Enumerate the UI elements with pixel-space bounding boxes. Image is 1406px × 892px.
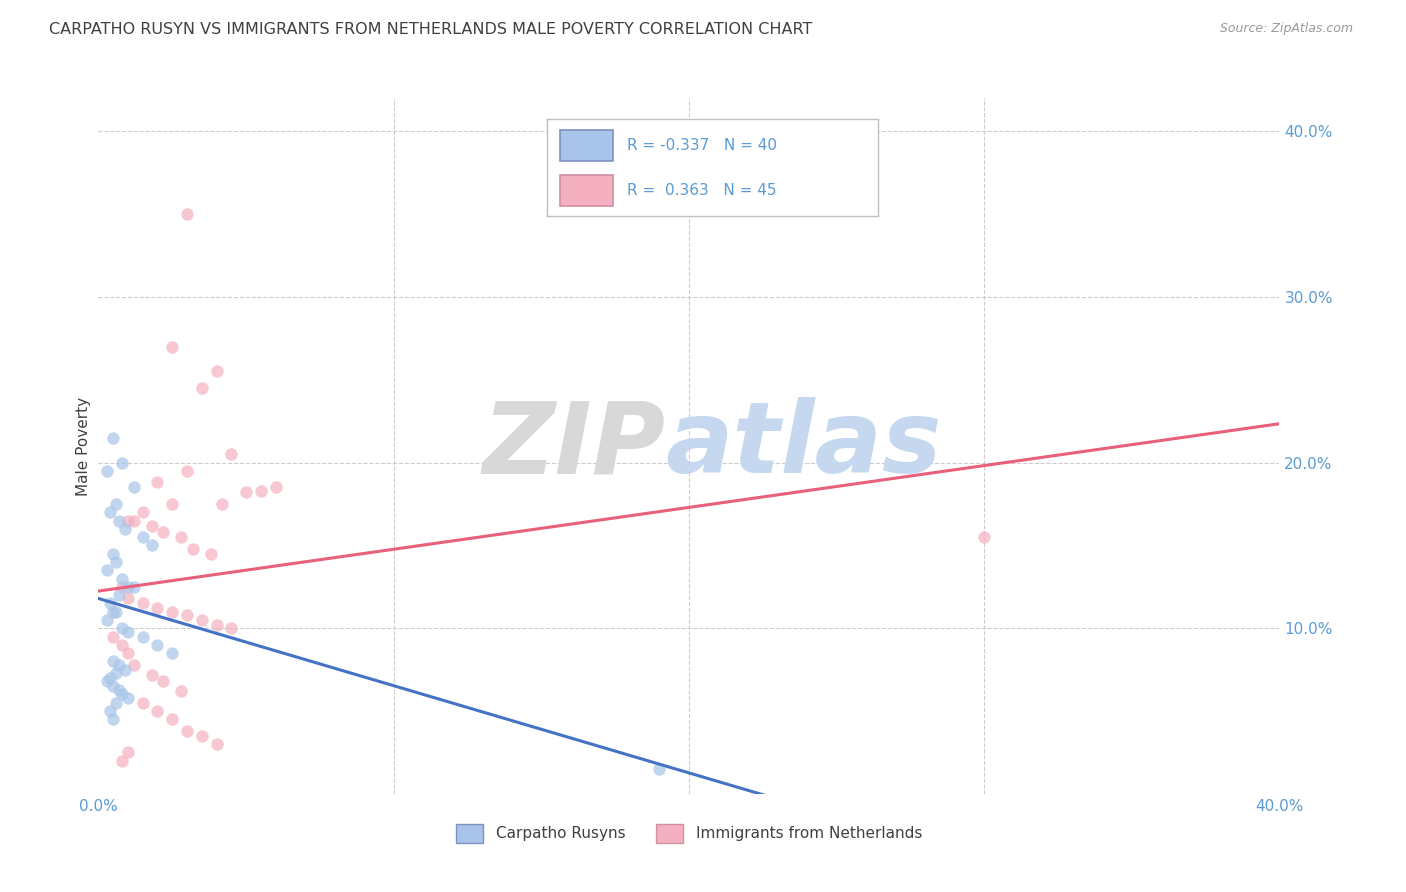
Point	[103, 431, 125, 445]
Point	[191, 381, 214, 395]
Point	[132, 596, 155, 610]
Point	[105, 665, 128, 680]
Point	[98, 671, 121, 685]
Point	[103, 547, 125, 561]
Point	[108, 682, 131, 697]
Point	[648, 762, 671, 776]
Point	[122, 580, 145, 594]
Point	[117, 591, 139, 606]
Point	[170, 530, 193, 544]
Point	[111, 456, 134, 470]
Point	[122, 657, 145, 672]
Point	[105, 605, 128, 619]
Point	[176, 464, 198, 478]
Point	[105, 555, 128, 569]
Point	[146, 638, 169, 652]
Point	[132, 630, 155, 644]
Point	[114, 522, 136, 536]
Point	[98, 704, 121, 718]
Point	[973, 530, 995, 544]
Point	[132, 696, 155, 710]
Point	[152, 674, 174, 689]
Point	[103, 654, 125, 668]
Point	[162, 646, 183, 660]
Point	[176, 207, 198, 221]
Point	[96, 613, 118, 627]
Point	[117, 514, 139, 528]
Point	[122, 514, 145, 528]
Point	[221, 447, 243, 461]
Point	[117, 624, 139, 639]
Point	[205, 364, 228, 378]
Point	[117, 746, 139, 760]
Point	[146, 601, 169, 615]
Text: ZIP: ZIP	[482, 398, 665, 494]
Point	[191, 729, 214, 743]
Point	[152, 525, 174, 540]
Point	[108, 514, 131, 528]
Point	[111, 621, 134, 635]
Point	[191, 613, 214, 627]
Point	[111, 572, 134, 586]
Point	[117, 580, 139, 594]
Y-axis label: Male Poverty: Male Poverty	[76, 396, 91, 496]
Point	[111, 754, 134, 768]
Point	[105, 497, 128, 511]
Text: atlas: atlas	[665, 398, 942, 494]
Point	[141, 667, 163, 681]
Point	[98, 505, 121, 519]
Point	[96, 563, 118, 577]
Point	[141, 538, 163, 552]
Point	[181, 541, 204, 556]
Legend: Carpatho Rusyns, Immigrants from Netherlands: Carpatho Rusyns, Immigrants from Netherl…	[450, 818, 928, 849]
Point	[264, 480, 287, 494]
Point	[114, 663, 136, 677]
Point	[162, 497, 183, 511]
Point	[176, 607, 198, 622]
Point	[111, 688, 134, 702]
Point	[221, 621, 243, 635]
Point	[211, 497, 233, 511]
Point	[146, 475, 169, 490]
Point	[111, 638, 134, 652]
Point	[141, 518, 163, 533]
Point	[96, 464, 118, 478]
Point	[162, 340, 183, 354]
Point	[103, 679, 125, 693]
Point	[117, 646, 139, 660]
Point	[176, 723, 198, 738]
Point	[96, 674, 118, 689]
Point	[111, 580, 134, 594]
Point	[103, 712, 125, 726]
Text: CARPATHO RUSYN VS IMMIGRANTS FROM NETHERLANDS MALE POVERTY CORRELATION CHART: CARPATHO RUSYN VS IMMIGRANTS FROM NETHER…	[49, 22, 813, 37]
Point	[108, 657, 131, 672]
Point	[98, 596, 121, 610]
Point	[200, 547, 222, 561]
Point	[205, 618, 228, 632]
Point	[146, 704, 169, 718]
Point	[103, 630, 125, 644]
Point	[162, 605, 183, 619]
Point	[132, 530, 155, 544]
Point	[117, 690, 139, 705]
Point	[250, 483, 273, 498]
Point	[205, 737, 228, 751]
Point	[108, 588, 131, 602]
Point	[170, 684, 193, 698]
Point	[122, 480, 145, 494]
Point	[132, 505, 155, 519]
Point	[162, 712, 183, 726]
Point	[235, 485, 257, 500]
Point	[105, 696, 128, 710]
Text: Source: ZipAtlas.com: Source: ZipAtlas.com	[1219, 22, 1353, 36]
Point	[103, 605, 125, 619]
